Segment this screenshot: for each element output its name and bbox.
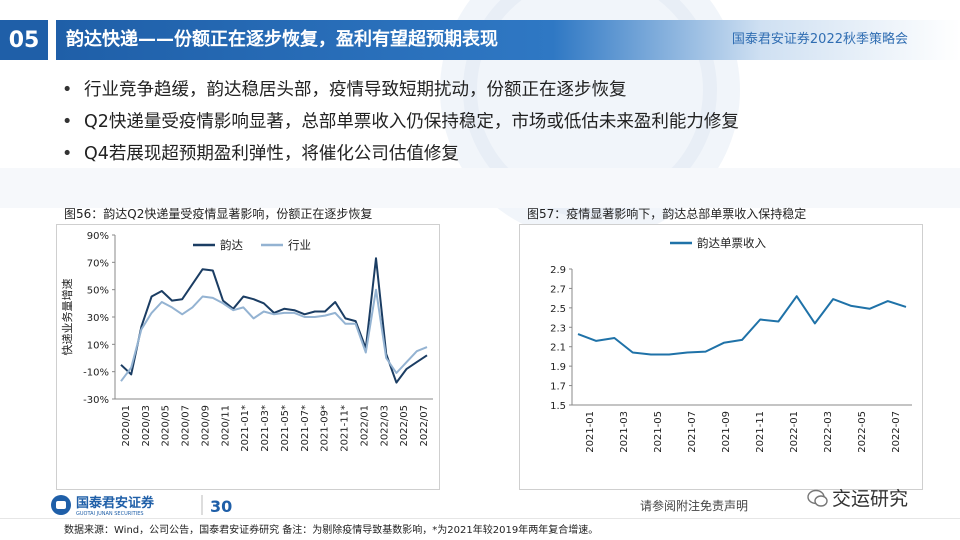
footer-divider bbox=[0, 518, 960, 519]
y-tick-label: 50% bbox=[87, 286, 109, 297]
y-tick-label: 70% bbox=[87, 258, 109, 269]
chart-fig57: 2.9 2.7 2.5 2.3 2.1 1.9 1.7 1.5 2021-01 2021-03 20… bbox=[550, 236, 912, 453]
chart-title-fig57: 图57：疫情显著影响下，韵达总部单票收入保持稳定 bbox=[527, 207, 807, 221]
x-tick-label: 2021-11* bbox=[340, 405, 351, 452]
chart-fig56-frame: 90% 70% 50% 30% 10% -10% -30% 2020/01 2020/03 202… bbox=[56, 224, 440, 490]
x-tick-label: 2021-05* bbox=[280, 405, 291, 452]
series-line-1 bbox=[577, 295, 907, 356]
y-tick-label: 2.5 bbox=[550, 304, 566, 315]
y-tick-label: -30% bbox=[83, 395, 109, 406]
x-tick-label: 2021-01* bbox=[240, 405, 251, 452]
bullet-item: • 行业竞争趋缓，韵达稳居头部，疫情导致短期扰动，份额正在逐步恢复 bbox=[62, 74, 739, 106]
x-tick-label: 2020/07 bbox=[181, 405, 192, 447]
y-tick-label: 1.9 bbox=[550, 362, 566, 373]
x-tick-label: 2020/09 bbox=[200, 405, 211, 447]
x-tick-label: 2021-03 bbox=[619, 411, 630, 453]
x-tick-label: 2022/03 bbox=[379, 405, 390, 447]
y-tick-label: 1.7 bbox=[550, 382, 566, 393]
bullet-text: Q4若展现超预期盈利弹性，将催化公司估值修复 bbox=[84, 144, 459, 164]
x-tick-label: 2021-05 bbox=[653, 411, 664, 453]
x-tick-label: 2022/07 bbox=[419, 405, 430, 447]
chart-fig57-frame: 2.9 2.7 2.5 2.3 2.1 1.9 1.7 1.5 2021-01 2021-03 20… bbox=[519, 224, 923, 490]
bullet-dot-icon: • bbox=[62, 144, 73, 164]
watermark-text: 交运研究 bbox=[832, 488, 909, 510]
x-tick-label: 2020/05 bbox=[161, 405, 172, 447]
logo-anniversary-badge: 30 bbox=[210, 497, 232, 516]
x-tick-label: 2021-01 bbox=[585, 411, 596, 453]
page-title: 韵达快递——份额正在逐步恢复，盈利有望超预期表现 bbox=[66, 29, 498, 50]
x-tick-label: 2020/03 bbox=[141, 405, 152, 447]
y-tick-label: 30% bbox=[87, 313, 109, 324]
header-bar bbox=[56, 20, 960, 60]
x-tick-label: 2021-07 bbox=[687, 411, 698, 453]
y-tick-label: 10% bbox=[87, 340, 109, 351]
disclaimer-note: 请参阅附注免责声明 bbox=[639, 499, 748, 513]
x-tick-label: 2020/01 bbox=[121, 405, 132, 447]
brand-label: 国泰君安证券2022秋季策略会 bbox=[731, 32, 908, 47]
section-number: 05 bbox=[0, 20, 48, 60]
legend-label: 韵达 bbox=[220, 238, 243, 252]
y-axis-label: 快递业务量增速 bbox=[60, 279, 74, 356]
x-tick-label: 2022/01 bbox=[359, 405, 370, 447]
x-tick-label: 2021-11 bbox=[755, 411, 766, 453]
legend-label: 行业 bbox=[288, 238, 311, 252]
logo-text-en: GUOTAI JUNAN SECURITIES bbox=[76, 511, 144, 517]
x-tick-label: 2021-09* bbox=[320, 405, 331, 452]
x-tick-label: 2022-05 bbox=[857, 411, 868, 453]
wechat-icon bbox=[807, 489, 828, 507]
x-tick-label: 2022-01 bbox=[789, 411, 800, 453]
company-logo: 国泰君安证券 GUOTAI JUNAN SECURITIES 30 bbox=[51, 495, 232, 517]
bullet-dot-icon: • bbox=[62, 80, 73, 100]
data-source-note: 数据来源：Wind，公司公告，国泰君安证券研究 备注：为剔除疫情导致基数影响，*… bbox=[64, 525, 599, 536]
series-line-2 bbox=[120, 288, 428, 382]
y-tick-label: 90% bbox=[87, 231, 109, 242]
bullet-item: • Q4若展现超预期盈利弹性，将催化公司估值修复 bbox=[62, 138, 739, 170]
chart-title-fig56: 图56：韵达Q2快递量受疫情显著影响，份额正在逐步恢复 bbox=[64, 207, 373, 221]
chart-fig56: 90% 70% 50% 30% 10% -10% -30% 2020/01 2020/03 202… bbox=[60, 231, 433, 452]
x-tick-label: 2021-09 bbox=[721, 411, 732, 453]
y-tick-label: 2.1 bbox=[550, 343, 566, 354]
x-tick-label: 2022-07 bbox=[891, 411, 902, 453]
logo-text-cn: 国泰君安证券 bbox=[76, 495, 155, 511]
y-tick-label: 1.5 bbox=[550, 401, 566, 412]
x-tick-label: 2021-07* bbox=[300, 405, 311, 452]
x-tick-label: 2022-03 bbox=[823, 411, 834, 453]
bullet-item: • Q2快递量受疫情影响显著，总部单票收入仍保持稳定，市场或低估未来盈利能力修复 bbox=[62, 106, 739, 138]
y-tick-label: 2.7 bbox=[550, 284, 566, 295]
series-line-1 bbox=[120, 257, 428, 384]
x-tick-label: 2022/05 bbox=[399, 405, 410, 447]
bullet-dot-icon: • bbox=[62, 112, 73, 132]
y-tick-label: 2.3 bbox=[550, 323, 566, 334]
legend-label: 韵达单票收入 bbox=[697, 236, 766, 250]
x-tick-label: 2021-03* bbox=[260, 405, 271, 452]
x-tick-label: 2020/11 bbox=[220, 405, 231, 447]
bullet-text: Q2快递量受疫情影响显著，总部单票收入仍保持稳定，市场或低估未来盈利能力修复 bbox=[84, 112, 739, 132]
y-tick-label: 2.9 bbox=[550, 265, 566, 276]
bullet-text: 行业竞争趋缓，韵达稳居头部，疫情导致短期扰动，份额正在逐步恢复 bbox=[84, 80, 627, 100]
y-tick-label: -10% bbox=[83, 368, 109, 379]
bullet-list: • 行业竞争趋缓，韵达稳居头部，疫情导致短期扰动，份额正在逐步恢复 • Q2快递量受… bbox=[62, 74, 739, 170]
